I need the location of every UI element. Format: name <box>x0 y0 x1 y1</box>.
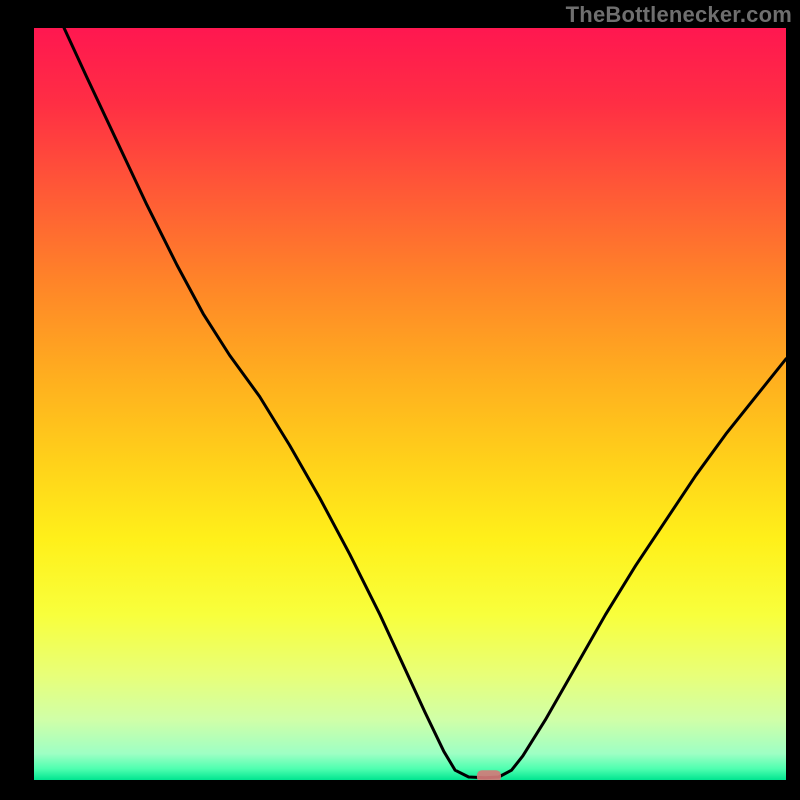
chart-background <box>34 28 786 780</box>
chart-svg <box>34 28 786 780</box>
optimal-marker <box>477 770 501 780</box>
bottleneck-chart <box>34 28 786 780</box>
watermark-text: TheBottlenecker.com <box>566 2 792 28</box>
